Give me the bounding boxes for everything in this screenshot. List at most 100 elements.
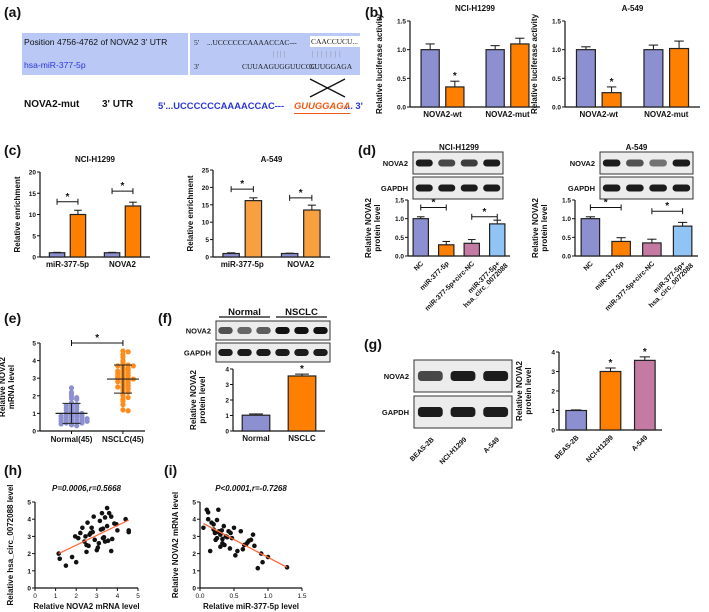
y-tick-label: 5: [192, 500, 196, 507]
significance-star: *: [483, 207, 487, 218]
panel-label-g: (g): [364, 336, 382, 352]
protein-band: [417, 407, 443, 417]
y-tick-label: 0.0: [397, 105, 406, 112]
y-tick-label: 15: [202, 202, 210, 209]
data-point: [115, 384, 121, 390]
panel-label-i: (i): [164, 462, 178, 478]
chart-title: A-549: [261, 155, 283, 164]
blot-row-label: GAPDH: [184, 349, 211, 358]
y-axis-label: Relative enrichment: [186, 175, 195, 251]
bar: [445, 86, 465, 108]
y-tick-label: 1: [27, 568, 31, 575]
protein-band: [237, 349, 252, 356]
y-tick-label: 1.0: [397, 47, 406, 54]
significance-star: *: [240, 179, 244, 190]
data-point: [221, 523, 227, 529]
pairing-lines-2: |||||||: [312, 49, 344, 58]
mirna-label: hsa-miR-377-5p: [24, 60, 86, 70]
protein-band: [417, 371, 443, 381]
y-tick-label: 1.5: [395, 198, 404, 205]
data-point: [214, 535, 220, 541]
mut-utr-label: 3' UTR: [102, 99, 134, 110]
data-point: [91, 514, 97, 519]
y-axis-label: Relative luciferase activity: [530, 13, 539, 114]
y-tick-label: 0: [32, 429, 36, 436]
data-point: [90, 529, 95, 535]
protein-band: [626, 184, 644, 192]
x-category-label: NOVA2: [287, 260, 315, 269]
x-tick-label: 3: [95, 593, 99, 600]
bar: [565, 409, 588, 431]
significance-star: *: [604, 197, 608, 208]
y-tick-label: 1: [225, 413, 229, 420]
x-category-label: Normal(45): [51, 435, 93, 444]
utr-position-label: Position 4756-4762 of NOVA2 3' UTR: [24, 37, 168, 47]
data-point: [205, 516, 211, 522]
protein-band: [602, 159, 621, 167]
data-point: [57, 556, 63, 562]
y-axis-label: Relative luciferase activity: [375, 13, 384, 114]
y-tick-label: 4: [192, 517, 196, 524]
data-point: [201, 525, 206, 531]
y-tick-label: 2: [225, 398, 229, 405]
data-point: [68, 385, 75, 391]
data-point: [255, 565, 261, 571]
chart-title: NCI-H1299: [75, 155, 116, 164]
mutation-cross-icon: [309, 78, 346, 98]
bar: [244, 200, 263, 258]
y-axis-label: Relative hsa_circ_0072088 level: [6, 485, 15, 606]
data-point: [120, 407, 126, 413]
protein-band: [460, 159, 478, 167]
x-category-label: NSCLC: [288, 434, 316, 443]
protein-band: [483, 184, 501, 192]
blot-strip: [412, 151, 504, 175]
x-tick-label: 1.0: [263, 593, 272, 600]
data-point: [219, 528, 225, 533]
x-category-label: NSCLC(45): [102, 435, 144, 444]
protein-band: [438, 184, 456, 192]
data-point: [100, 535, 106, 541]
mirna-seed: GUUGGAGA: [309, 62, 353, 71]
blot-strip: [215, 342, 331, 363]
protein-band: [450, 371, 476, 381]
y-tick-label: 1.5: [562, 198, 571, 205]
data-point: [211, 522, 216, 527]
x-category-label: BEAS-2B: [554, 434, 581, 461]
data-point: [99, 510, 105, 516]
y-tick-label: 1.0: [562, 216, 571, 223]
protein-band: [602, 184, 621, 192]
data-point: [84, 549, 89, 555]
protein-band: [649, 184, 667, 192]
data-point: [102, 515, 108, 520]
data-point: [115, 528, 120, 533]
protein-band: [649, 159, 667, 167]
data-point: [125, 394, 131, 401]
bar: [69, 213, 87, 258]
y-axis-label: protein level: [198, 376, 207, 423]
y-tick-label: 0: [205, 255, 209, 262]
data-point: [69, 554, 75, 560]
y-tick-label: 5: [32, 233, 36, 240]
blot-row-label: NOVA2: [383, 159, 408, 168]
chart-title: A-549: [622, 4, 644, 13]
y-tick-label: 0.5: [552, 76, 561, 83]
data-point: [227, 546, 233, 551]
data-point: [100, 526, 106, 531]
y-tick-label: 1.0: [552, 47, 561, 54]
y-tick-label: 1: [32, 411, 36, 418]
y-axis-label: Relative NOVA2: [0, 357, 7, 417]
data-point: [260, 559, 265, 565]
y-tick-label: 1: [551, 408, 555, 415]
bar: [601, 92, 622, 108]
bar: [642, 242, 662, 257]
y-tick-label: 5: [32, 341, 36, 348]
panel-label-f: (f): [158, 310, 172, 326]
protein-band: [415, 159, 433, 167]
y-tick-label: 3: [551, 369, 555, 376]
y-axis-label: protein level: [540, 204, 549, 251]
significance-star: *: [643, 347, 647, 358]
data-point: [106, 510, 112, 516]
blot-strip: [599, 176, 694, 200]
x-category-label: hsa_circ_0072088: [648, 262, 695, 309]
y-tick-label: 0.5: [397, 76, 406, 83]
